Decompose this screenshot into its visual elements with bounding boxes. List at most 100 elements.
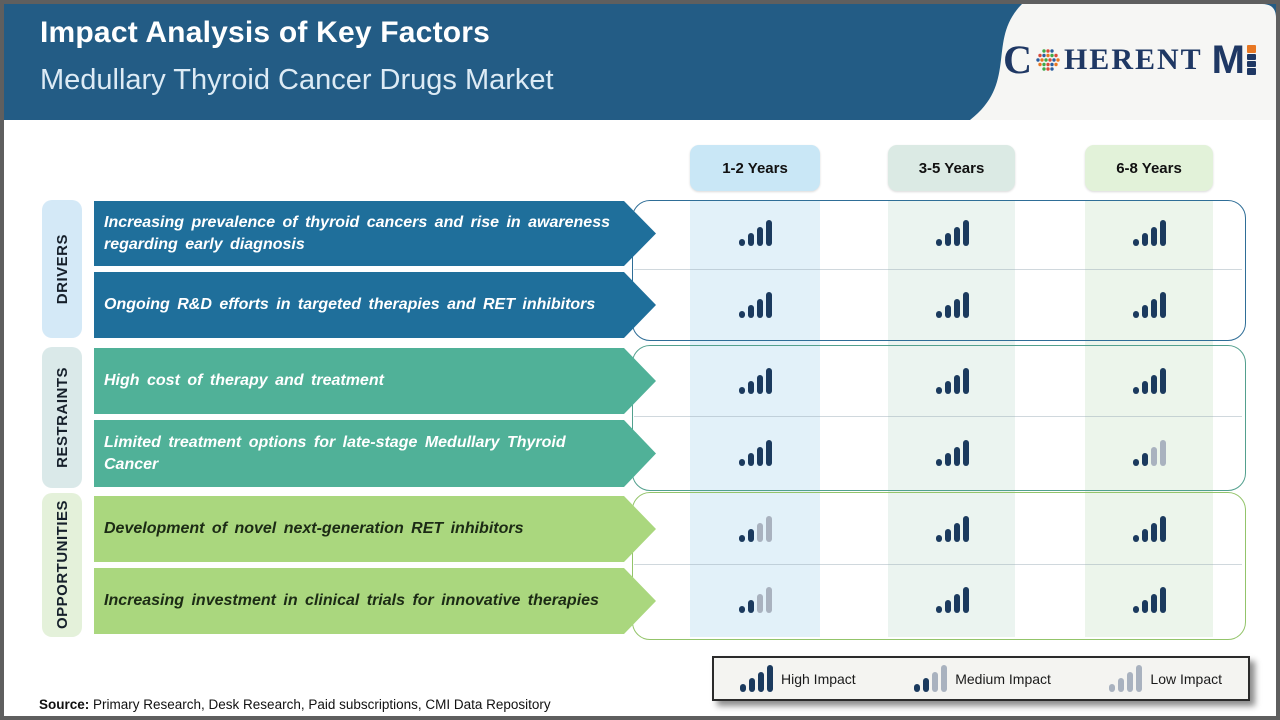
impact-bar [945, 600, 951, 613]
column-band [888, 200, 1015, 637]
impact-bar [1127, 672, 1134, 692]
impact-bar [954, 299, 960, 318]
impact-bar [740, 684, 746, 692]
logo-i-mark-icon [1247, 44, 1256, 76]
impact-bar [739, 459, 745, 466]
impact-bar [1133, 606, 1139, 613]
impact-bar [758, 672, 764, 692]
impact-bar [945, 453, 951, 466]
legend-impact-icon [1109, 665, 1143, 692]
impact-bar [748, 305, 754, 318]
factor-arrow: Increasing investment in clinical trials… [94, 568, 656, 634]
impact-bar [766, 292, 772, 318]
impact-bar [963, 587, 969, 613]
impact-bar [1142, 305, 1148, 318]
impact-bar [954, 375, 960, 394]
impact-icon-high [1133, 587, 1166, 613]
impact-bar [1136, 665, 1143, 692]
impact-bar [945, 305, 951, 318]
impact-bar [739, 606, 745, 613]
impact-bar [945, 529, 951, 542]
section-group-box-drivers [632, 200, 1246, 341]
logo-i-segment [1247, 44, 1256, 53]
legend-label: High Impact [781, 670, 856, 687]
logo: C HERENT M [1003, 40, 1256, 80]
impact-bar [923, 678, 930, 692]
row-divider [634, 416, 1242, 417]
impact-bar [766, 587, 772, 613]
section-label-opportunities: OPPORTUNITIES [42, 493, 82, 637]
impact-icon-high [739, 368, 772, 394]
impact-icon-medium [739, 516, 772, 542]
factor-text: Increasing prevalence of thyroid cancers… [104, 214, 610, 253]
impact-bar [963, 516, 969, 542]
impact-bar [1109, 684, 1116, 692]
impact-bar [963, 440, 969, 466]
legend-item-high: High Impact [740, 665, 856, 692]
logo-panel: C HERENT M [964, 4, 1276, 120]
impact-bar [1142, 233, 1148, 246]
impact-bar [1133, 535, 1139, 542]
factor-arrow: Ongoing R&D efforts in targeted therapie… [94, 272, 656, 338]
impact-bar [936, 606, 942, 613]
impact-bar [1142, 381, 1148, 394]
section-label-drivers: DRIVERS [42, 200, 82, 338]
impact-bar [757, 375, 763, 394]
impact-bar [739, 387, 745, 394]
impact-icon-high [1133, 516, 1166, 542]
impact-icon-high [739, 220, 772, 246]
logo-globe-icon [1036, 49, 1060, 71]
impact-bar [766, 220, 772, 246]
impact-bar [932, 672, 939, 692]
logo-text-c: C [1003, 37, 1032, 82]
impact-bar [954, 227, 960, 246]
impact-bar [1160, 368, 1166, 394]
impact-bar [1133, 459, 1139, 466]
impact-icon-medium [1133, 440, 1166, 466]
row-divider [634, 269, 1242, 270]
section-group-box-restraints [632, 345, 1246, 491]
impact-bar [757, 227, 763, 246]
impact-bar [748, 233, 754, 246]
impact-bar [1133, 239, 1139, 246]
impact-icon-high [936, 587, 969, 613]
section-group-box-opportunities [632, 492, 1246, 640]
legend-impact-icon [740, 665, 773, 692]
impact-bar [945, 381, 951, 394]
source-prefix: Source: [39, 697, 90, 712]
impact-icon-high [739, 292, 772, 318]
impact-bar [757, 594, 763, 613]
column-header-pill: 3-5 Years [888, 145, 1015, 191]
logo-text-m: M [1211, 38, 1245, 82]
impact-icon-high [936, 368, 969, 394]
impact-bar [1151, 227, 1157, 246]
impact-bar [941, 665, 948, 692]
impact-bar [757, 523, 763, 542]
legend-impact-icon [914, 665, 948, 692]
impact-icon-high [1133, 368, 1166, 394]
impact-bar [749, 678, 755, 692]
impact-bar [936, 239, 942, 246]
impact-bar [936, 387, 942, 394]
impact-bar [963, 368, 969, 394]
page-title: Impact Analysis of Key Factors [40, 16, 491, 49]
page-subtitle: Medullary Thyroid Cancer Drugs Market [40, 64, 554, 96]
legend-item-medium: Medium Impact [914, 665, 1051, 692]
impact-bar [1142, 600, 1148, 613]
impact-bar [766, 516, 772, 542]
factor-arrow: High cost of therapy and treatment [94, 348, 656, 414]
impact-icon-high [1133, 292, 1166, 318]
impact-bar [1160, 220, 1166, 246]
impact-bar [963, 220, 969, 246]
legend: High Impact Medium Impact Low Impact [712, 656, 1250, 701]
impact-bar [954, 523, 960, 542]
factor-arrow: Limited treatment options for late-stage… [94, 420, 656, 487]
factor-text: Development of novel next-generation RET… [104, 520, 524, 538]
factor-arrow: Development of novel next-generation RET… [94, 496, 656, 562]
impact-icon-high [936, 516, 969, 542]
impact-bar [739, 239, 745, 246]
impact-bar [1160, 440, 1166, 466]
impact-icon-high [936, 220, 969, 246]
impact-bar [739, 535, 745, 542]
